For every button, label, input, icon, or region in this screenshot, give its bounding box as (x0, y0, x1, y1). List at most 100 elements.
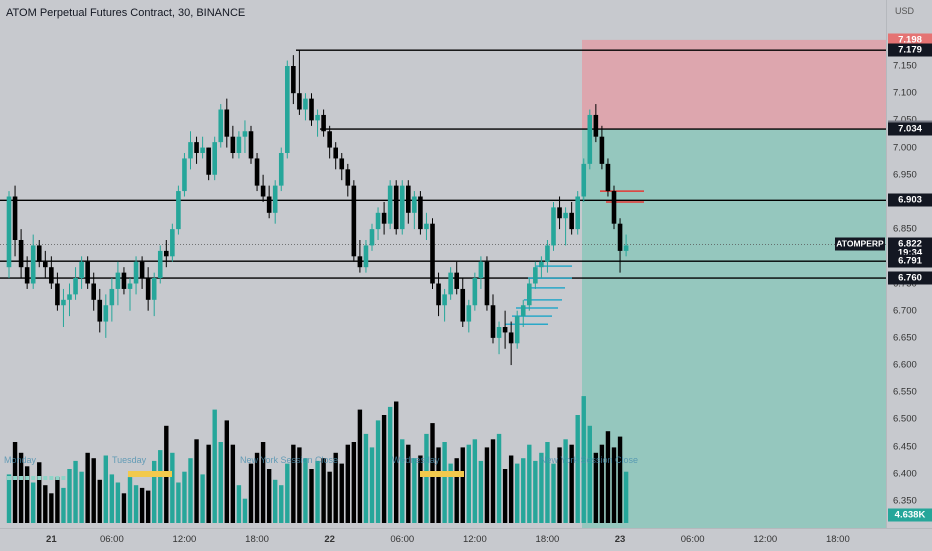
volume-bar (339, 463, 344, 523)
candle-body (442, 294, 447, 306)
volume-bar (575, 415, 580, 523)
candle-body (418, 196, 423, 230)
volume-bar (266, 469, 272, 523)
candle-body (611, 191, 617, 224)
session-tick (13, 476, 18, 480)
volume-bar (454, 458, 459, 523)
time-axis-label: 06:00 (99, 534, 124, 545)
price-axis-label: 6.903 (888, 193, 932, 207)
time-axis-label: 18:00 (245, 534, 269, 545)
candle-body (575, 196, 580, 230)
volume-bar (545, 442, 550, 523)
candle-body (508, 332, 514, 344)
volume-bar (61, 487, 66, 523)
session-tick (55, 476, 60, 480)
candle-body (557, 207, 562, 219)
volume-bar (369, 447, 375, 523)
volume-bar (345, 444, 350, 523)
candle-body (424, 223, 429, 230)
candle-body (472, 278, 478, 306)
candle-body (623, 245, 629, 251)
volume-bar (279, 485, 284, 523)
volume-bar (527, 444, 532, 523)
price-tick: 6.450 (893, 441, 917, 453)
volume-bar (605, 431, 611, 523)
volume-bar (418, 455, 423, 523)
candle-body (448, 272, 453, 295)
volume-bar (599, 444, 605, 523)
volume-bar (170, 452, 175, 523)
volume-bar (67, 469, 72, 523)
candle-body (357, 256, 363, 268)
volume-bar (176, 482, 181, 523)
candle-body (212, 142, 217, 175)
volume-bar (37, 462, 42, 523)
volume-bar (321, 458, 326, 523)
candle-body (43, 261, 48, 268)
candle-body (369, 229, 375, 246)
session-markers: Monday Tuesday New York Session Close Wedne… (4, 455, 638, 480)
volume-bar (224, 420, 229, 523)
candle-body (67, 294, 72, 300)
price-tick: 6.700 (893, 305, 917, 317)
price-axis-label: 6.791 (888, 254, 932, 268)
volume-bars (6, 396, 629, 523)
volume-bar (466, 444, 471, 523)
volume-bar (158, 450, 163, 523)
candle-body (339, 158, 345, 170)
volume-bar (563, 439, 568, 523)
candle-body (545, 245, 550, 262)
price-tick: 7.050 (893, 115, 917, 126)
volume-bar (412, 458, 417, 523)
volume-bar (55, 477, 60, 523)
volume-bar (200, 474, 205, 523)
time-axis-label: 12:00 (753, 534, 778, 545)
session-tick (43, 476, 48, 480)
time-axis-day-label: 23 (614, 534, 626, 545)
volume-bar (484, 447, 490, 523)
volume-bar (551, 463, 556, 523)
time-axis-label: 06:00 (680, 534, 705, 545)
volume-bar (12, 442, 18, 523)
session-label: New York Session Close (540, 455, 638, 465)
price-axis[interactable]: USD 7.1507.1007.0507.0006.9506.9006.8506… (886, 0, 932, 528)
volume-bar (521, 458, 526, 523)
price-tick: 6.650 (893, 332, 917, 344)
volume-bar (611, 447, 617, 523)
candle-body (303, 98, 308, 110)
volume-bar (496, 433, 502, 523)
price-chart[interactable]: Monday Tuesday New York Session Close Wedne… (0, 0, 886, 528)
candle-body (200, 147, 205, 153)
volume-bar (400, 439, 405, 523)
time-axis[interactable]: 21 06:00 12:00 18:00 22 06:00 12:00 18:00 23 06:0… (0, 528, 932, 551)
session-tick (61, 476, 66, 480)
volume-bar (333, 452, 338, 523)
candle-body (97, 299, 103, 322)
volume-bar (254, 452, 260, 523)
candle-body (490, 305, 496, 338)
candle-body (272, 185, 278, 213)
session-tick (49, 476, 54, 480)
candle-body (387, 185, 393, 224)
volume-bar (581, 396, 586, 523)
volume-bar (587, 425, 592, 523)
candle-body (248, 131, 254, 159)
volume-bar (472, 439, 478, 523)
candle-body (176, 191, 181, 230)
volume-bar (194, 439, 199, 523)
volume-bar (18, 452, 24, 523)
session-box (420, 471, 464, 477)
volume-bar (351, 442, 357, 523)
horizontal-levels (0, 49, 886, 279)
price-tick: 6.550 (893, 386, 917, 398)
chart-area[interactable]: Monday Tuesday New York Session Close Wedne… (0, 0, 886, 528)
candle-body (170, 229, 175, 257)
candle-body (466, 305, 472, 322)
volume-bar (273, 479, 278, 523)
volume-bar (242, 498, 248, 523)
candle-body (533, 267, 538, 284)
candle-body (315, 114, 320, 121)
session-label: New York Session Close (240, 455, 338, 465)
volume-bar (133, 485, 139, 523)
price-axis-label: 6.760 (888, 271, 932, 285)
